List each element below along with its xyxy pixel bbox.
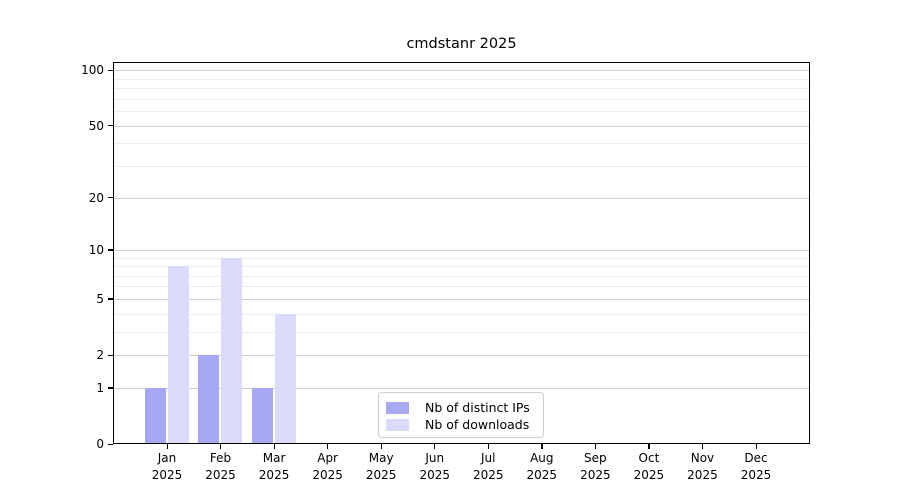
bar-distinct-ips bbox=[144, 387, 166, 444]
x-axis-tick bbox=[487, 444, 489, 449]
gridline-minor bbox=[113, 257, 810, 259]
gridline-major bbox=[113, 249, 810, 251]
y-tick-label: 100 bbox=[81, 63, 104, 78]
x-axis-tick bbox=[220, 444, 222, 449]
gridline-major bbox=[113, 70, 810, 72]
x-axis-tick bbox=[701, 444, 704, 449]
y-tick-label: 5 bbox=[96, 291, 104, 306]
gridline-minor bbox=[113, 313, 810, 315]
x-tick-label: Feb 2025 bbox=[205, 451, 236, 482]
y-axis-tick bbox=[108, 387, 113, 389]
y-tick-label: 50 bbox=[88, 118, 104, 133]
legend-swatch-downloads bbox=[386, 418, 409, 431]
y-axis-tick bbox=[108, 249, 113, 251]
y-tick-label: 0 bbox=[96, 437, 104, 451]
x-tick-label: Nov 2025 bbox=[687, 451, 718, 482]
gridline-major bbox=[113, 387, 810, 389]
bar-downloads bbox=[221, 257, 243, 444]
x-axis-tick bbox=[594, 444, 597, 449]
x-tick-label: Jul 2025 bbox=[472, 451, 504, 482]
x-tick-label: Jan 2025 bbox=[151, 451, 183, 482]
chart-title: cmdstanr 2025 bbox=[406, 36, 517, 52]
gridline-minor bbox=[113, 275, 810, 277]
x-tick-label: Apr 2025 bbox=[312, 451, 343, 482]
gridline-minor bbox=[113, 286, 810, 288]
y-axis-tick bbox=[108, 298, 113, 300]
gridline-minor bbox=[113, 143, 810, 145]
gridline-minor bbox=[113, 78, 810, 80]
y-axis-tick bbox=[108, 69, 113, 72]
x-tick-label: Jun 2025 bbox=[419, 451, 450, 482]
x-axis-tick bbox=[273, 444, 275, 449]
x-axis-tick bbox=[380, 444, 382, 449]
x-tick-label: Mar 2025 bbox=[258, 451, 290, 482]
y-tick-label: 1 bbox=[96, 380, 104, 395]
x-axis-tick bbox=[648, 444, 650, 449]
y-axis-tick bbox=[108, 125, 113, 127]
gridline-minor bbox=[113, 111, 810, 113]
y-tick-label: 10 bbox=[88, 242, 104, 257]
gridline-major bbox=[113, 298, 810, 300]
bar-downloads bbox=[167, 266, 189, 444]
y-tick-label: 2 bbox=[96, 348, 104, 363]
x-axis-tick bbox=[755, 444, 757, 449]
bar-distinct-ips bbox=[198, 355, 220, 444]
gridline-minor bbox=[113, 331, 810, 333]
legend-item: Nb of distinct IPs bbox=[386, 399, 543, 416]
gridline-minor bbox=[113, 88, 810, 90]
x-tick-label: Aug 2025 bbox=[526, 451, 558, 482]
plot-area bbox=[113, 62, 810, 444]
x-tick-label: Oct 2025 bbox=[633, 451, 665, 482]
x-tick-label: Dec 2025 bbox=[740, 451, 772, 482]
legend: Nb of distinct IPs Nb of downloads bbox=[378, 392, 544, 438]
gridline-major bbox=[113, 197, 810, 199]
x-axis-tick bbox=[327, 444, 329, 449]
y-axis-tick bbox=[108, 197, 113, 199]
x-tick-label: May 2025 bbox=[365, 451, 397, 482]
gridline-minor bbox=[113, 165, 810, 167]
x-tick-label: Sep 2025 bbox=[580, 451, 611, 482]
gridline-major bbox=[113, 125, 810, 127]
gridline-minor bbox=[113, 266, 810, 268]
gridline-minor bbox=[113, 98, 810, 100]
legend-item: Nb of downloads bbox=[386, 416, 543, 433]
bar-distinct-ips bbox=[251, 387, 273, 444]
bar-downloads bbox=[274, 313, 296, 444]
x-axis-tick bbox=[541, 444, 543, 449]
legend-label-downloads: Nb of downloads bbox=[425, 417, 530, 432]
legend-label-distinct-ips: Nb of distinct IPs bbox=[425, 400, 530, 415]
y-tick-label: 20 bbox=[88, 190, 104, 205]
x-axis-tick bbox=[166, 444, 168, 449]
x-axis-tick bbox=[434, 444, 436, 449]
y-axis-tick bbox=[108, 354, 113, 356]
gridline-major bbox=[113, 355, 810, 357]
legend-swatch-distinct-ips bbox=[386, 401, 409, 414]
y-axis-tick bbox=[108, 443, 113, 445]
